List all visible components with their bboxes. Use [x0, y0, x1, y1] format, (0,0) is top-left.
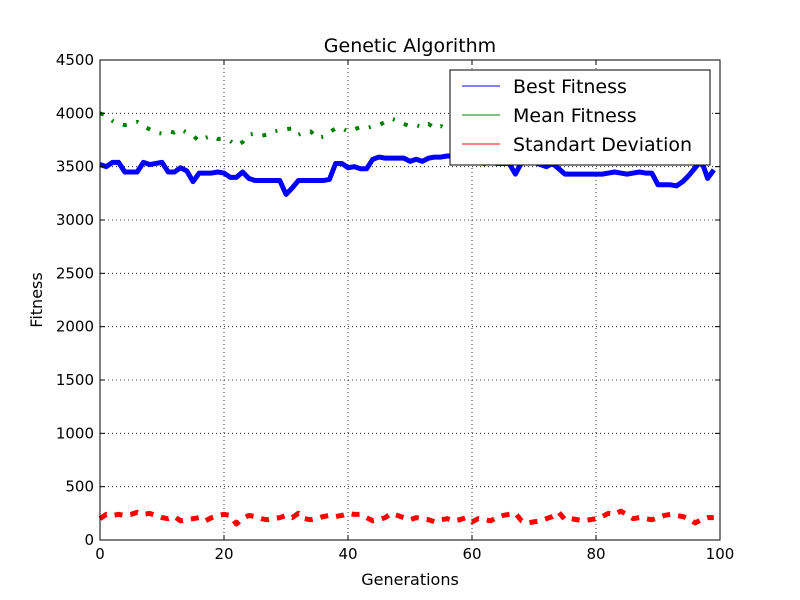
chart-title: Genetic Algorithm	[324, 35, 496, 57]
y-tick-label: 500	[65, 478, 94, 496]
plot-frame	[99, 59, 721, 541]
x-tick-label: 100	[706, 545, 735, 563]
series-line-mean-fitness	[99, 111, 715, 148]
series-group	[98, 111, 716, 527]
y-tick-label: 1000	[56, 424, 94, 442]
y-tick-label: 3000	[56, 211, 94, 229]
y-tick-label: 2000	[56, 318, 94, 336]
legend-label: Standart Deviation	[513, 134, 692, 156]
x-tick-label: 60	[462, 545, 481, 563]
y-tick-label: 0	[84, 531, 94, 549]
x-axis-label: Generations	[361, 570, 459, 589]
x-tick-label: 80	[586, 545, 605, 563]
series-line-best-fitness	[99, 153, 716, 197]
y-tick-label: 2500	[56, 264, 94, 282]
x-tick-label: 20	[214, 545, 233, 563]
y-tick-label: 3500	[56, 158, 94, 176]
y-tick-label: 4000	[56, 104, 94, 122]
x-tick-label: 0	[95, 545, 105, 563]
x-tick-label: 40	[338, 545, 357, 563]
tick-group: 0 20 40 60 80 1000500100015002000250030003500…	[56, 51, 735, 563]
legend-label: Best Fitness	[513, 76, 627, 98]
y-tick-label: 4500	[56, 51, 94, 69]
y-tick-label: 1500	[56, 371, 94, 389]
legend-label: Mean Fitness	[513, 105, 637, 127]
y-axis-label: Fitness	[27, 272, 46, 327]
legend: Best Fitness Mean Fitness Standart Deviati…	[449, 69, 711, 166]
